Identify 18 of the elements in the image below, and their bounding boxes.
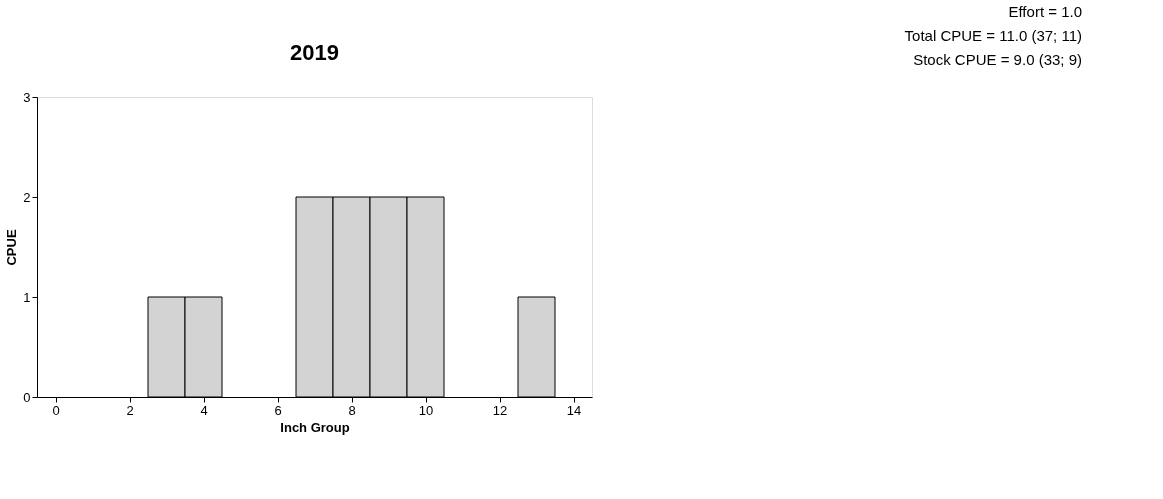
x-tick-label: 2 — [126, 402, 134, 418]
text: Stock CPUE = 9.0 (33; 9) — [913, 51, 1082, 68]
chart-title: 2019 — [290, 40, 339, 65]
x-tick-label: 6 — [274, 402, 282, 418]
x-tick-label: 12 — [492, 402, 508, 418]
y-tick-label: 1 — [23, 289, 31, 305]
x-tick-label: 4 — [200, 402, 208, 418]
text: Effort = 1.0 — [1008, 3, 1082, 20]
y-tick-label: 2 — [23, 189, 31, 205]
text: Total CPUE = 11.0 (37; 11) — [904, 27, 1082, 44]
x-tick-label: 0 — [52, 402, 60, 418]
x-tick-label: 8 — [348, 402, 356, 418]
y-tick-label: 3 — [23, 89, 31, 105]
x-tick-label: 10 — [418, 402, 434, 418]
y-tick-label: 0 — [23, 389, 31, 405]
x-tick-label: 14 — [566, 402, 582, 418]
x-axis-title: Inch Group — [280, 419, 350, 435]
y-axis-title: CPUE — [4, 229, 20, 266]
